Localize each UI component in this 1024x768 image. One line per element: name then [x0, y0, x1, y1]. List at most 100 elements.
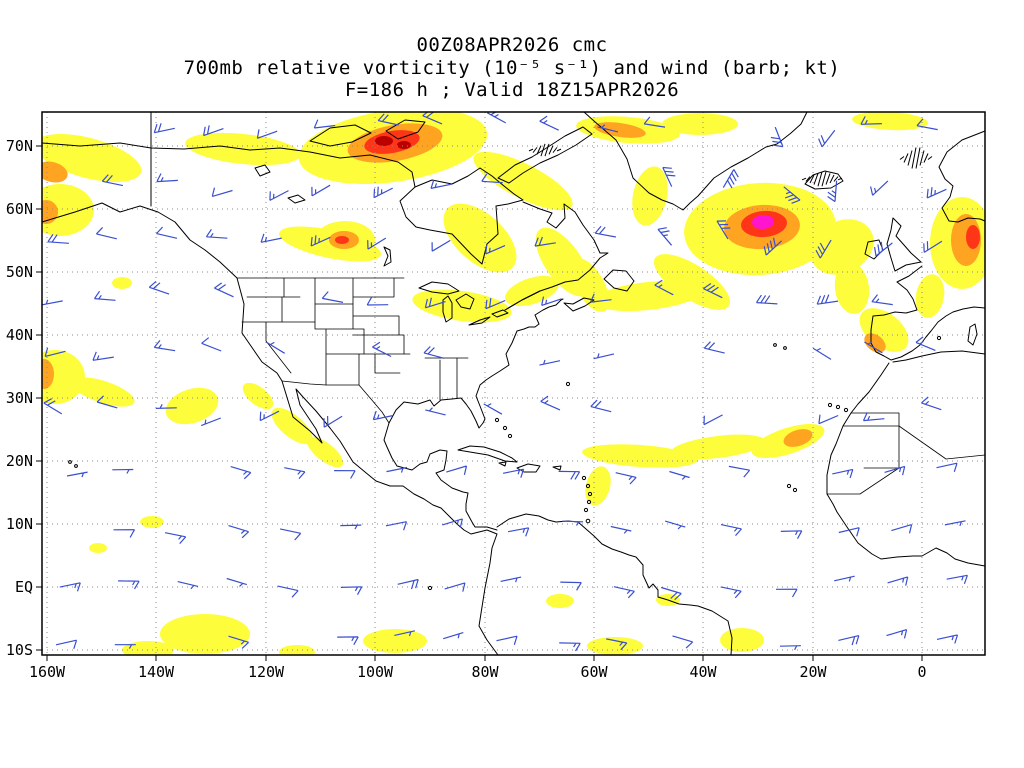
graticule-layer [42, 112, 985, 655]
wind-barb [500, 576, 522, 583]
wind-barb [47, 234, 69, 244]
wind-barb [269, 190, 289, 201]
hatch-line [528, 148, 534, 152]
border-africa-countries [826, 412, 986, 495]
longitude-label: 0 [917, 663, 926, 681]
hatch-line [919, 150, 925, 166]
hatch-line [536, 145, 542, 155]
wind-barb [560, 581, 582, 591]
vorticity-fill-region [864, 333, 886, 353]
wind-barb [373, 186, 393, 199]
wind-barb [661, 586, 682, 601]
vorticity-fill-region [34, 134, 142, 182]
vorticity-fill-region [662, 113, 738, 135]
wind-barb [94, 290, 116, 301]
wind-barb [164, 532, 187, 544]
wind-barb [148, 280, 170, 295]
wind-barb [153, 340, 176, 352]
vorticity-fill-region [112, 277, 132, 289]
wind-barb [397, 578, 419, 590]
wind-barb [95, 226, 117, 240]
hatch-line [548, 145, 554, 155]
coastline-st-lawrence [504, 290, 541, 311]
wind-barb [921, 396, 942, 411]
wind-barb [703, 283, 723, 299]
border-us-states [236, 277, 469, 424]
wind-barb [827, 180, 838, 203]
lake-winnipeg [383, 246, 392, 267]
latitude-label: 50N [6, 263, 33, 281]
wind-barb [946, 574, 968, 584]
coastline-hispaniola [516, 463, 541, 473]
wind-barb [703, 414, 723, 426]
longitude-label: 20W [799, 663, 827, 681]
coastline-britain [886, 217, 922, 272]
longitude-label: 120W [248, 663, 285, 681]
vorticity-fill-region [594, 122, 646, 138]
vorticity-fill-region [36, 161, 68, 183]
wind-barb [214, 282, 234, 298]
hatch-line [923, 153, 929, 163]
wind-barb [228, 635, 250, 649]
vorticity-fill-region [140, 516, 164, 528]
wind-barb [722, 169, 739, 189]
wind-barb [936, 634, 959, 644]
hatch-line [899, 156, 905, 160]
wind-barb [340, 524, 362, 530]
wind-barb [775, 588, 798, 598]
coastline-france-iberia [870, 265, 986, 361]
wind-barb [200, 417, 222, 427]
wind-barb [372, 341, 392, 358]
map-margin-mask [0, 0, 1024, 112]
vorticity-fill-region [443, 203, 517, 273]
wind-barb [155, 404, 177, 409]
wind-barb [507, 527, 530, 537]
wind-barb [838, 635, 860, 646]
wind-barb [665, 520, 686, 530]
wind-barb [443, 632, 464, 640]
hatch-line [532, 147, 538, 153]
wind-barb [256, 129, 278, 139]
vorticity-fill-region [653, 254, 731, 310]
wind-barb [92, 351, 114, 361]
map-margin-mask [985, 0, 1024, 768]
wind-barb [44, 347, 66, 357]
wind-barb [838, 527, 860, 537]
wind-barb [284, 467, 306, 479]
wind-barb [728, 465, 751, 478]
vorticity-fill-region [271, 407, 313, 445]
coastline-baffin-island [497, 126, 593, 184]
wind-barb [340, 586, 363, 595]
vorticity-fill-region [306, 436, 344, 468]
wind-barb [394, 630, 416, 637]
vorticity-fill-region [966, 225, 980, 249]
wind-barb [864, 341, 883, 354]
title-field-description: 700mb relative vorticity (10⁻⁵ s⁻¹) and … [183, 57, 841, 79]
lake-huron [455, 293, 475, 310]
vorticity-fill-region [473, 151, 573, 211]
wind-barb [211, 187, 233, 197]
hatch-line [903, 153, 909, 163]
wind-barb [366, 296, 389, 306]
wind-barb [259, 410, 280, 422]
vorticity-fill-region [71, 377, 135, 407]
longitude-label: 80W [471, 663, 499, 681]
vorticity-fill-region [165, 387, 219, 425]
wind-barb [311, 184, 331, 197]
vorticity-fill-region [852, 111, 928, 131]
wind-barb [594, 225, 617, 238]
map-margin-mask [0, 655, 1024, 768]
longitude-label: 100W [357, 663, 394, 681]
wind-barb [424, 297, 446, 309]
wind-barb [425, 407, 446, 416]
wind-barb [860, 116, 882, 125]
wind-barb [770, 126, 784, 148]
wind-barb [558, 470, 581, 480]
vorticity-fill-region [632, 166, 668, 226]
wind-barb [260, 233, 282, 243]
vorticity-fill-region [783, 429, 813, 447]
wind-barb [386, 466, 408, 473]
vorticity-fill-region [505, 275, 559, 307]
wind-barb [43, 398, 63, 415]
